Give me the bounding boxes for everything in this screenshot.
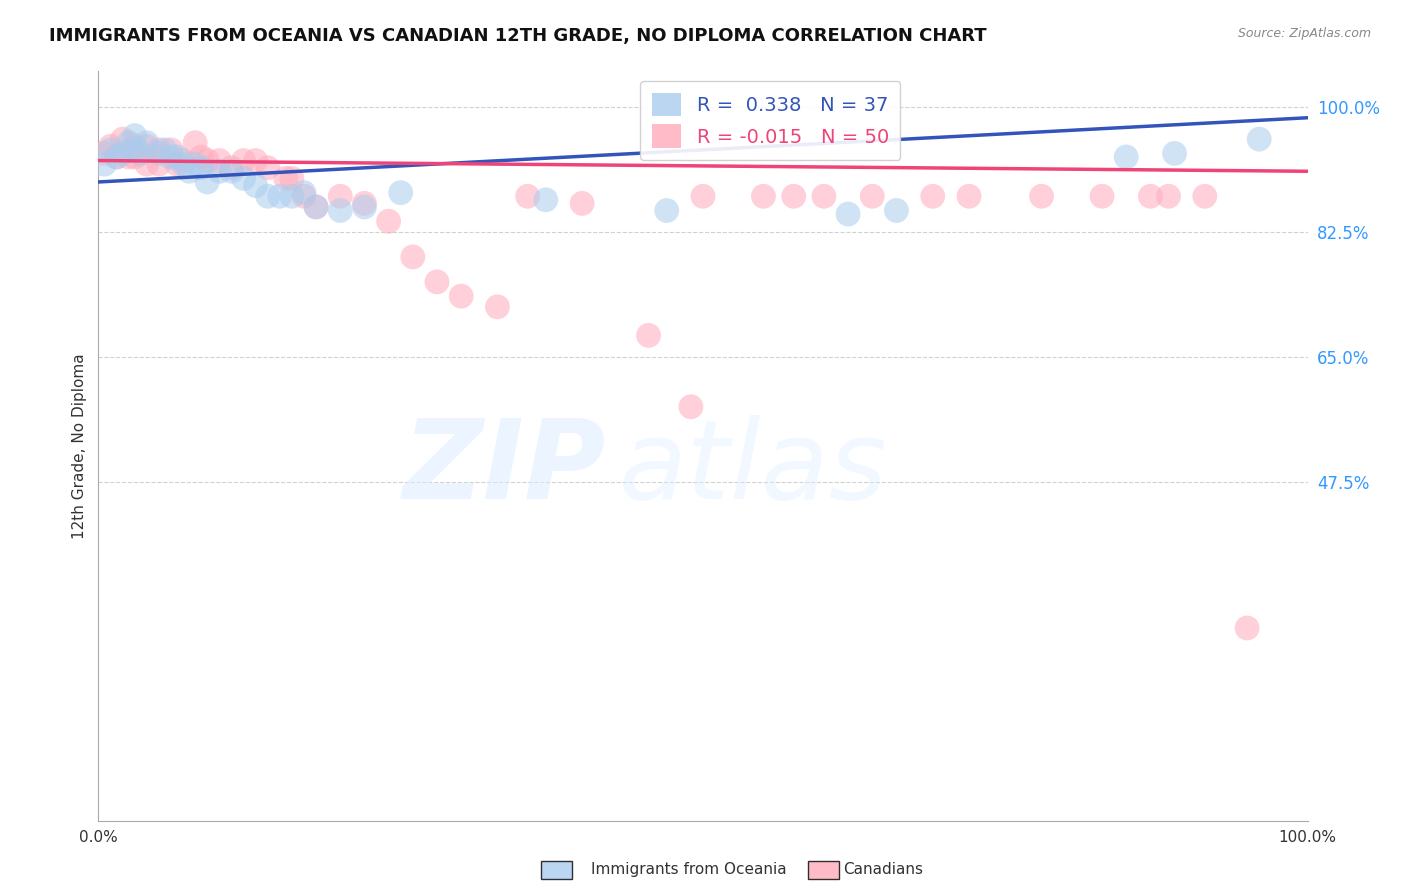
Point (93, 146, 115, 161)
Point (160, 143, 183, 157)
Point (860, 189, 883, 203)
Point (195, 175, 218, 189)
Point (190, 150, 212, 164)
Point (1194, 189, 1216, 203)
Point (148, 157, 170, 171)
Point (305, 200, 328, 214)
Point (637, 328, 659, 343)
Point (256, 161, 278, 175)
Point (837, 207, 859, 221)
Point (148, 143, 170, 157)
Point (245, 153, 267, 168)
Point (886, 203, 908, 218)
Point (1236, 621, 1258, 635)
Point (148, 146, 170, 161)
Point (1249, 132, 1271, 146)
Point (292, 186, 315, 200)
Point (221, 161, 243, 175)
Point (782, 189, 804, 203)
Point (1031, 189, 1053, 203)
Text: Canadians: Canadians (844, 863, 924, 877)
Point (957, 189, 980, 203)
Point (486, 300, 509, 314)
Point (256, 189, 278, 203)
Point (153, 143, 176, 157)
Point (516, 189, 538, 203)
Point (135, 157, 157, 171)
Text: Source: ZipAtlas.com: Source: ZipAtlas.com (1237, 27, 1371, 40)
Point (292, 189, 315, 203)
Point (353, 200, 375, 214)
Point (100, 143, 122, 157)
Point (269, 189, 291, 203)
Point (124, 139, 146, 153)
Point (195, 153, 218, 168)
Point (100, 139, 122, 153)
Point (655, 203, 678, 218)
Point (1139, 189, 1161, 203)
Point (1157, 189, 1180, 203)
Point (921, 189, 943, 203)
Point (179, 164, 201, 178)
Point (813, 189, 835, 203)
Point (172, 157, 194, 171)
Point (208, 153, 231, 168)
Point (160, 150, 183, 164)
Text: ZIP: ZIP (402, 415, 606, 522)
Point (232, 171, 254, 186)
Point (105, 150, 128, 164)
Point (329, 189, 352, 203)
Point (752, 189, 775, 203)
Point (1091, 189, 1114, 203)
Point (93, 157, 115, 171)
Point (402, 250, 425, 264)
Point (118, 150, 141, 164)
Point (208, 164, 231, 178)
Point (1115, 150, 1137, 164)
Point (377, 214, 399, 228)
Point (281, 189, 304, 203)
Point (135, 136, 157, 150)
Point (172, 153, 194, 168)
Point (426, 275, 449, 289)
Point (450, 289, 472, 303)
Point (274, 171, 297, 186)
Point (245, 178, 267, 193)
Y-axis label: 12th Grade, No Diploma: 12th Grade, No Diploma (72, 353, 87, 539)
Point (232, 153, 254, 168)
Point (105, 150, 128, 164)
Point (129, 146, 152, 161)
Text: IMMIGRANTS FROM OCEANIA VS CANADIAN 12TH GRADE, NO DIPLOMA CORRELATION CHART: IMMIGRANTS FROM OCEANIA VS CANADIAN 12TH… (49, 27, 987, 45)
Point (329, 203, 352, 218)
Point (184, 157, 207, 171)
Point (692, 189, 714, 203)
Point (111, 132, 134, 146)
Point (184, 136, 207, 150)
Text: atlas: atlas (619, 415, 887, 522)
Point (124, 128, 146, 143)
Point (534, 193, 557, 207)
Point (389, 186, 412, 200)
Text: Immigrants from Oceania: Immigrants from Oceania (591, 863, 786, 877)
Point (135, 139, 157, 153)
Point (111, 146, 134, 161)
Point (124, 143, 146, 157)
Point (679, 400, 702, 414)
Legend: R =  0.338   N = 37, R = -0.015   N = 50: R = 0.338 N = 37, R = -0.015 N = 50 (640, 81, 900, 160)
Point (166, 150, 188, 164)
Point (124, 150, 146, 164)
Point (571, 196, 593, 211)
Point (190, 161, 212, 175)
Point (305, 200, 328, 214)
Point (1163, 146, 1185, 161)
Point (118, 136, 141, 150)
Point (353, 196, 375, 211)
Point (281, 171, 304, 186)
Point (221, 164, 243, 178)
Point (166, 157, 188, 171)
